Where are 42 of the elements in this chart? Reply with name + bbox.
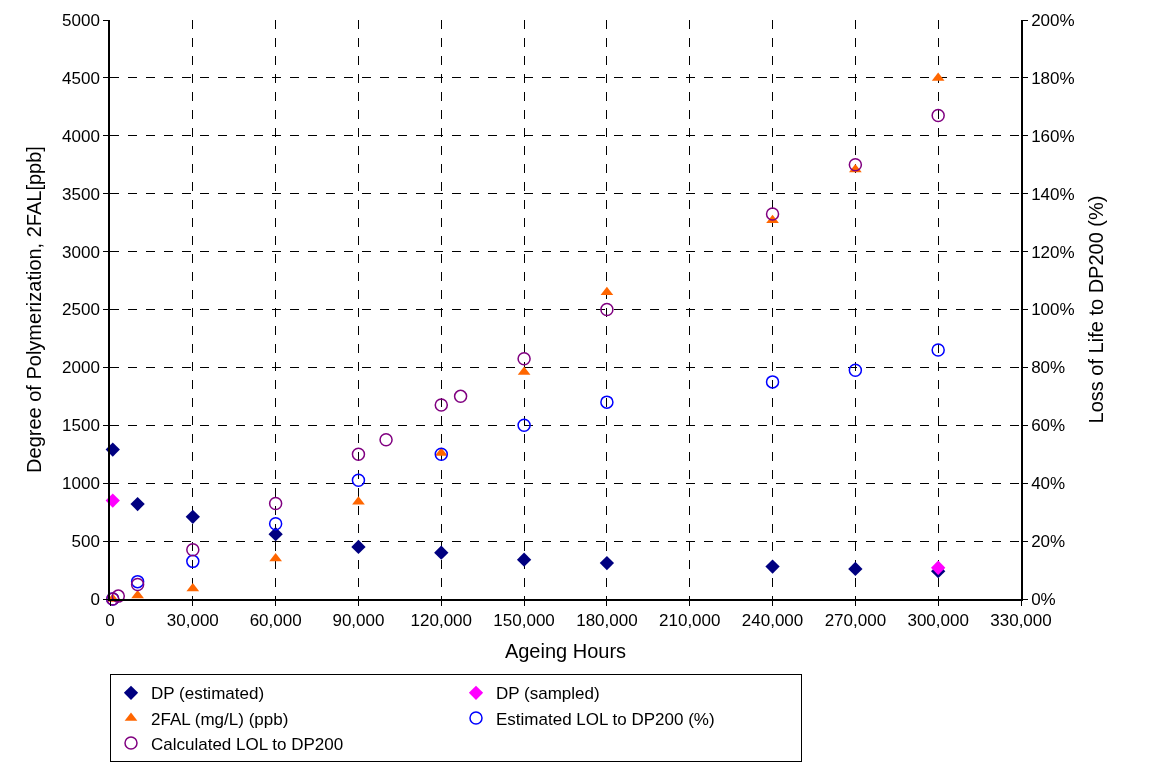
x-tick-label: 30,000: [166, 611, 219, 631]
legend-label: Estimated LOL to DP200 (%): [496, 709, 715, 729]
x-tick-label: 270,000: [824, 611, 887, 631]
x-tick-label: 90,000: [332, 611, 385, 631]
legend-label: DP (estimated): [151, 684, 265, 704]
y2-tick-label: 80%: [1031, 358, 1066, 378]
y-tick-label: 2000: [62, 358, 100, 378]
y-axis-title: Degree of Polymerization, 2FAL[ppb]: [23, 146, 46, 473]
y2-tick-label: 140%: [1031, 184, 1075, 204]
y2-tick-label: 180%: [1031, 68, 1075, 88]
y-tick-label: 3500: [62, 184, 100, 204]
y-tick-label: 4500: [62, 68, 100, 88]
legend-label: DP (sampled): [496, 684, 600, 704]
x-tick-label: 180,000: [576, 611, 638, 631]
y2-tick-label: 40%: [1031, 474, 1066, 494]
y2-tick-label: 160%: [1031, 126, 1075, 146]
legend-label: 2FAL (mg/L) (ppb): [151, 709, 289, 729]
y-tick-label: 1500: [62, 416, 100, 436]
x-tick-label: 150,000: [493, 611, 555, 631]
y2-tick-label: 60%: [1031, 416, 1066, 436]
y2-tick-label: 120%: [1031, 242, 1075, 262]
x-axis-title: Ageing Hours: [504, 640, 627, 663]
x-tick-label: 300,000: [907, 611, 969, 631]
y-tick-label: 500: [71, 532, 100, 552]
x-tick-label: 330,000: [990, 611, 1052, 631]
y2-tick-label: 200%: [1031, 10, 1075, 30]
y-tick-label: 2500: [62, 300, 100, 320]
y-tick-label: 3000: [62, 242, 100, 262]
y-tick-label: 4000: [62, 126, 100, 146]
y2-tick-label: 100%: [1031, 300, 1075, 320]
y2-axis-title: Loss of Life to DP200 (%): [1084, 195, 1107, 424]
x-tick-label: 240,000: [741, 611, 804, 631]
x-tick-label: 0: [105, 611, 115, 631]
y-tick-label: 0: [90, 589, 100, 609]
legend-label: Calculated LOL to DP200: [151, 734, 344, 754]
y2-tick-label: 20%: [1031, 532, 1066, 552]
x-tick-label: 120,000: [410, 611, 472, 631]
y-tick-label: 1000: [62, 474, 100, 494]
y2-tick-label: 0%: [1031, 589, 1056, 609]
y-tick-label: 5000: [62, 10, 100, 30]
x-tick-label: 60,000: [249, 611, 302, 631]
x-tick-label: 210,000: [659, 611, 721, 631]
